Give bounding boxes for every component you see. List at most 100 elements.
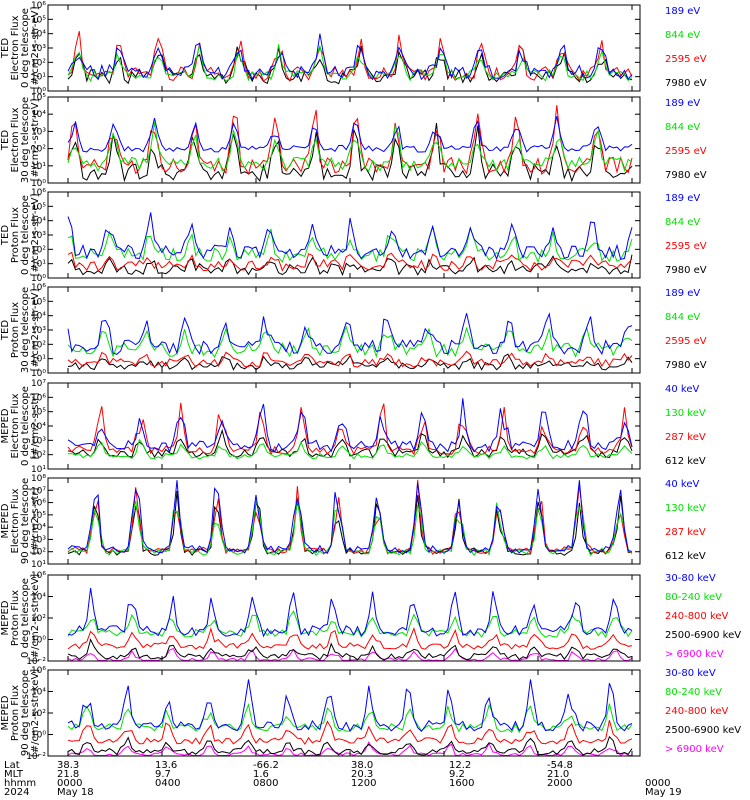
legend-entry: 287 keV xyxy=(665,527,706,538)
footer-value: May 18 xyxy=(57,787,94,798)
y-axis-label: TEDProton Flux30 deg telescope[#/cm2-s-s… xyxy=(0,287,41,373)
legend-entry: 7980 eV xyxy=(665,360,707,371)
legend-entry: 7980 eV xyxy=(665,170,707,181)
footer-value: 38.3 xyxy=(57,760,79,771)
y-tick-label: 10⁶ xyxy=(31,393,46,403)
y-tick-label: 10² xyxy=(31,614,46,624)
legend-entry: 2500-6900 keV xyxy=(665,630,741,641)
legend-entry: 2500-6900 keV xyxy=(665,725,741,736)
series-line-240-800-kev xyxy=(67,720,633,746)
y-axis-label: MEPEDElectron Flux0 deg telescope[#/cm2-… xyxy=(0,386,41,466)
footer-value: 9.2 xyxy=(449,769,465,780)
series-line-844-ev xyxy=(67,122,633,173)
y-axis-label: MEPEDProton Flux0 deg telescope[#/cm2-s-… xyxy=(0,574,41,662)
series-line-130-kev xyxy=(67,438,633,460)
series-line-2595-ev xyxy=(67,251,633,272)
legend-entry: 40 keV xyxy=(665,384,699,395)
y-tick-label: 10⁵ xyxy=(31,93,46,103)
legend-entry: 240-800 keV xyxy=(665,706,729,717)
y-tick-label: 10⁴ xyxy=(31,217,46,227)
series-line-2595-ev xyxy=(67,105,633,176)
legend-entry: 844 eV xyxy=(665,312,700,323)
y-tick-label: 10⁵ xyxy=(31,15,46,25)
y-tick-label: 10⁰ xyxy=(31,731,46,741)
legend-entry: > 6900 keV xyxy=(665,744,724,755)
y-tick-label: 10⁴ xyxy=(31,688,46,698)
series-line-30-80-kev xyxy=(67,588,633,638)
y-tick-label: 10⁷ xyxy=(31,379,46,389)
legend-entry: 2595 eV xyxy=(665,241,707,252)
y-tick-label: 10² xyxy=(31,709,46,719)
footer-value: 21.8 xyxy=(57,769,79,780)
footer-value: -54.8 xyxy=(547,760,573,771)
series-line-189-ev xyxy=(67,312,633,356)
legend-entry: 2595 eV xyxy=(665,336,707,347)
y-tick-label: 10² xyxy=(31,548,46,558)
footer-row-label: Lat xyxy=(4,760,20,771)
series-line-240-800-kev xyxy=(67,626,633,650)
y-tick-label: 10⁴ xyxy=(31,422,46,432)
footer-value: -66.2 xyxy=(253,760,279,771)
plot-frame xyxy=(47,477,641,565)
plot-frame xyxy=(47,96,641,184)
footer-value: 0000 xyxy=(57,778,82,789)
footer-value: 0400 xyxy=(155,778,180,789)
series-line-612-kev xyxy=(67,428,633,459)
legend-entry: 7980 eV xyxy=(665,78,707,89)
legend-entry: 612 keV xyxy=(665,456,706,467)
y-tick-label: 10² xyxy=(31,340,46,350)
series-line-189-ev xyxy=(67,116,633,153)
y-tick-label: 10³ xyxy=(31,436,46,446)
y-tick-label: 10² xyxy=(31,451,46,461)
series-line-189-ev xyxy=(67,212,633,261)
legend-entry: 189 eV xyxy=(665,288,700,299)
footer-value: 1.6 xyxy=(253,769,269,780)
y-axis-label: MEPEDProton Flux90 deg telescope[#/cm2-s… xyxy=(0,669,41,757)
legend-entry: 2595 eV xyxy=(665,146,707,157)
footer-value: 21.0 xyxy=(547,769,569,780)
y-tick-label: 10⁶ xyxy=(31,571,46,581)
y-axis-label: TEDElectron Flux0 deg telescope[#/cm2-s-… xyxy=(0,7,41,90)
series-line-2595-ev xyxy=(67,31,633,83)
series-line-7980-ev xyxy=(67,44,633,85)
y-tick-label: 10⁰ xyxy=(31,179,46,189)
y-tick-label: 10⁴ xyxy=(31,523,46,533)
footer-value: May 19 xyxy=(645,787,682,798)
y-tick-label: 10¹ xyxy=(31,465,46,475)
footer-value: 0000 xyxy=(645,778,670,789)
footer-row-label: hhmm xyxy=(4,778,36,789)
series-line-40-kev xyxy=(67,398,633,454)
footer-value: 0800 xyxy=(253,778,278,789)
y-tick-label: 10³ xyxy=(31,127,46,137)
legend-entry: 287 keV xyxy=(665,432,706,443)
y-tick-label: 10⁶ xyxy=(31,188,46,198)
series-line-287-kev xyxy=(67,479,633,556)
y-tick-label: 10⁶ xyxy=(31,283,46,293)
series-line-287-kev xyxy=(67,402,633,456)
legend-entry: 80-240 keV xyxy=(665,687,722,698)
footer-value: 1600 xyxy=(449,778,474,789)
y-tick-label: 10⁴ xyxy=(31,110,46,120)
series-line-844-ev xyxy=(67,44,633,83)
y-tick-label: 10² xyxy=(31,245,46,255)
y-tick-label: 10¹ xyxy=(31,560,46,570)
legend-entry: 844 eV xyxy=(665,30,700,41)
legend-entry: 2595 eV xyxy=(665,54,707,65)
y-tick-label: 10⁴ xyxy=(31,312,46,322)
y-tick-label: 10¹ xyxy=(31,260,46,270)
legend-entry: 7980 eV xyxy=(665,265,707,276)
legend-entry: 30-80 keV xyxy=(665,573,716,584)
y-axis-label: TEDElectron Flux30 deg telescope[#/cm2-s… xyxy=(0,97,41,183)
y-tick-label: 10⁵ xyxy=(31,297,46,307)
y-tick-label: 10⁰ xyxy=(31,274,46,284)
legend-entry: 240-800 keV xyxy=(665,611,729,622)
legend-entry: 189 eV xyxy=(665,6,700,17)
series-line-612-kev xyxy=(67,490,633,556)
series-line-844-ev xyxy=(67,225,633,264)
